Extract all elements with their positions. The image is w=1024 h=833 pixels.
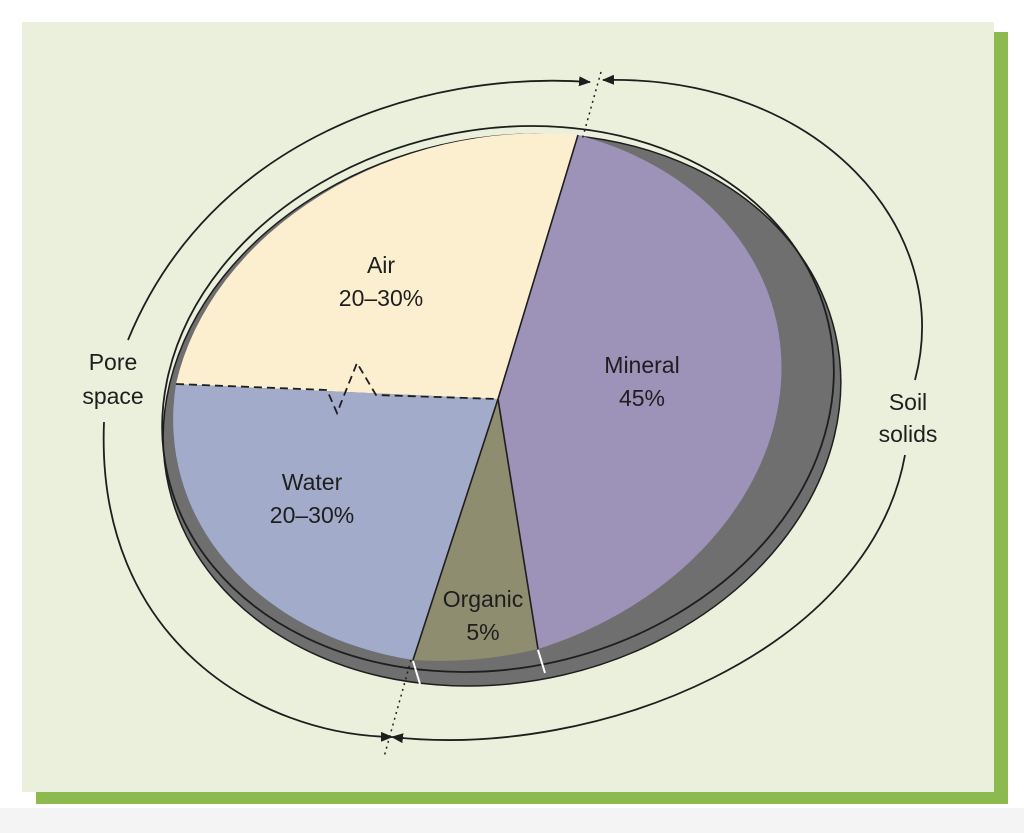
air-sector [176,133,578,400]
pore-space-label-line2: space [82,383,143,409]
divider-water-organic [412,398,499,661]
soil-solids-label-line2: solids [879,421,938,447]
divider-air-mineral [497,134,579,400]
water-label: Water [282,469,343,495]
pore-space-arc-bottom [102,421,393,742]
air-label: Air [367,252,395,278]
mineral-value: 45% [619,385,665,411]
pore-space-label-line1: Pore [89,349,138,375]
soil-solids-label-line1: Soil [889,389,927,415]
organic-sector [413,399,538,661]
mineral-label: Mineral [604,352,679,378]
disk-top-outline [161,125,835,673]
air-value: 20–30% [339,285,423,311]
edge-tick-2 [537,649,546,674]
air-water-dashed-boundary [175,360,499,416]
water-value: 20–30% [270,502,354,528]
organic-value: 5% [466,619,499,645]
edge-tick-1 [412,660,421,685]
organic-label: Organic [443,586,524,612]
soil-solids-arc-top [602,74,923,381]
pore-space-arc-top [127,76,591,341]
water-sector [173,384,498,660]
divider-organic-mineral [497,398,539,650]
soil-solids-arc-bottom [391,454,906,744]
mineral-sector [498,135,782,649]
bottom-margin [0,808,1024,833]
